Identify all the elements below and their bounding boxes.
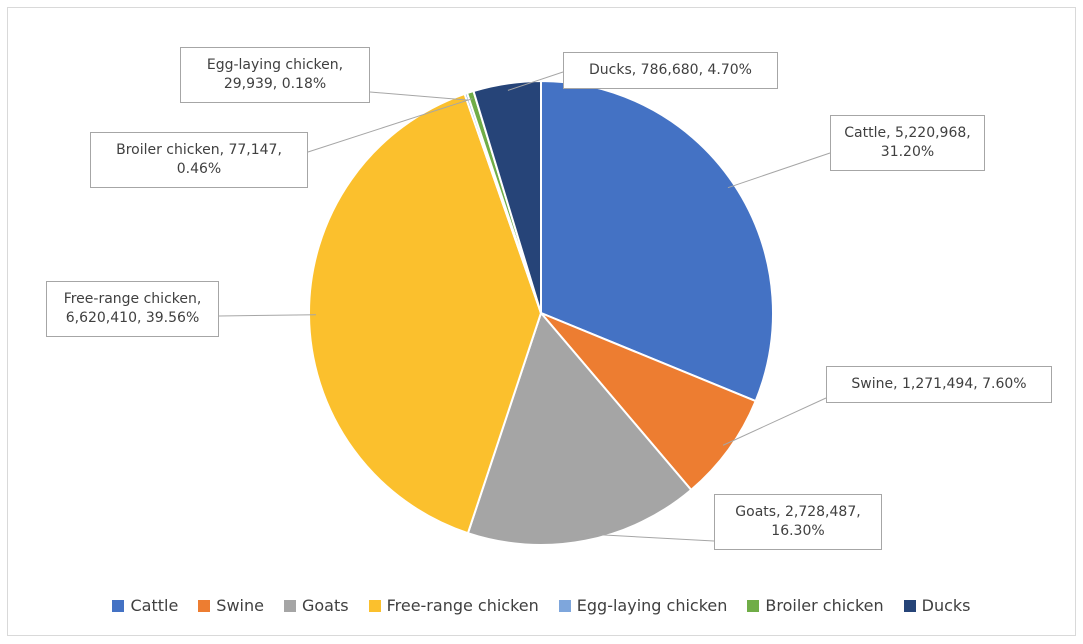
legend-item: Egg-laying chicken (558, 596, 728, 615)
data-label: Cattle, 5,220,968, 31.20% (830, 115, 985, 171)
legend: Cattle Swine Goats Free-range chicken Egg-la… (0, 596, 1083, 615)
data-label: Free-range chicken, 6,620,410, 39.56% (46, 281, 219, 337)
legend-label: Egg-laying chicken (576, 596, 728, 615)
data-label: Broiler chicken, 77,147, 0.46% (90, 132, 308, 188)
data-label: Ducks, 786,680, 4.70% (563, 52, 778, 89)
legend-swatch (747, 599, 760, 612)
legend-item: Swine (198, 596, 264, 615)
legend-label: Goats (301, 596, 349, 615)
legend-item: Cattle (112, 596, 178, 615)
pie-slice (472, 79, 542, 314)
leader-line (507, 71, 564, 91)
leader-line (583, 533, 715, 542)
leader-line (722, 397, 827, 446)
legend-swatch (112, 599, 125, 612)
legend-item: Broiler chicken (747, 596, 884, 615)
pie-slice (540, 312, 757, 492)
pie-slice (466, 310, 693, 546)
leader-line (218, 314, 316, 317)
legend-label: Broiler chicken (765, 596, 884, 615)
legend-swatch (903, 599, 916, 612)
leader-line (369, 91, 469, 101)
legend-item: Goats (283, 596, 349, 615)
legend-swatch (283, 599, 296, 612)
legend-label: Ducks (921, 596, 971, 615)
legend-swatch (558, 599, 571, 612)
legend-swatch (198, 599, 211, 612)
leader-line (307, 98, 473, 153)
legend-item: Free-range chicken (368, 596, 539, 615)
legend-label: Swine (216, 596, 264, 615)
legend-label: Cattle (130, 596, 179, 615)
leader-line (727, 152, 831, 189)
data-label: Swine, 1,271,494, 7.60% (826, 366, 1052, 403)
legend-label: Free-range chicken (386, 596, 539, 615)
data-label: Egg-laying chicken, 29,939, 0.18% (180, 47, 370, 103)
legend-item: Ducks (903, 596, 971, 615)
legend-swatch (368, 599, 381, 612)
data-label: Goats, 2,728,487, 16.30% (714, 494, 882, 550)
